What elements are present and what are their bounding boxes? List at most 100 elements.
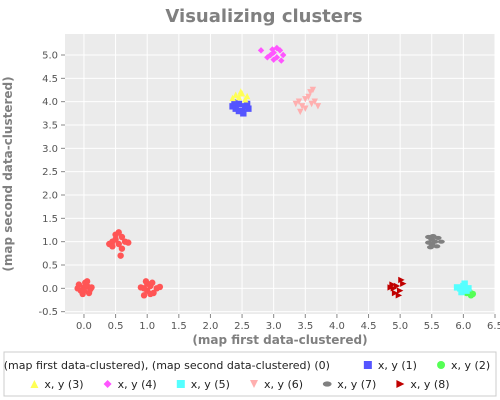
data-point-series-4: [279, 51, 287, 59]
x-tick-label: 0.5: [108, 321, 124, 332]
data-point-series-0: [117, 252, 124, 259]
y-tick-label: 3.5: [42, 121, 58, 132]
data-point-series-1: [243, 100, 251, 108]
legend-marker-5: [176, 380, 185, 388]
data-point-series-1: [231, 99, 238, 106]
data-point-series-6: [302, 96, 309, 103]
legend-label-6: x, y (6): [264, 378, 303, 391]
data-point-series-0: [140, 292, 148, 299]
data-point-series-7: [437, 239, 445, 244]
x-tick-label: 1.0: [139, 321, 155, 332]
legend-label-2: x, y (2): [451, 359, 490, 372]
legend: (map first data-clustered), (map second …: [4, 359, 490, 391]
data-point-series-7: [429, 233, 437, 239]
x-tick-label: 5.0: [392, 321, 408, 332]
y-tick-label: 4.0: [42, 97, 58, 108]
data-point-series-0: [83, 278, 91, 285]
data-point-series-5: [462, 286, 469, 293]
data-point-series-8: [389, 281, 396, 288]
legend-label-0: (map first data-clustered), (map second …: [4, 359, 330, 372]
data-point-series-0: [85, 289, 93, 297]
grid-lines: [65, 34, 496, 314]
data-point-series-4: [269, 46, 276, 53]
data-point-series-8: [398, 276, 405, 284]
data-point-series-7: [434, 235, 442, 241]
data-point-series-7: [425, 240, 433, 245]
x-tick-label: 3.5: [297, 321, 313, 332]
y-tick-label: -0.5: [38, 307, 58, 318]
data-point-series-8: [395, 292, 403, 299]
legend-marker-6: [250, 380, 258, 388]
data-point-series-6: [292, 100, 300, 108]
data-point-series-4: [264, 54, 271, 61]
data-point-series-8: [387, 284, 394, 291]
data-point-series-3: [242, 96, 249, 103]
data-point-series-1: [235, 100, 243, 108]
data-point-series-0: [88, 284, 95, 291]
data-point-series-4: [257, 47, 265, 54]
data-point-series-5: [453, 284, 461, 291]
legend-marker-8: [396, 380, 405, 388]
x-tick-label: 1.5: [171, 321, 187, 332]
data-point-series-0: [125, 239, 132, 246]
data-point-series-4: [270, 49, 277, 56]
data-point-series-0: [115, 229, 122, 236]
y-tick-label: 3.0: [42, 144, 58, 155]
data-point-series-4: [270, 56, 277, 63]
data-point-series-0: [147, 290, 154, 298]
legend-label-1: x, y (1): [378, 359, 417, 372]
data-point-series-3: [229, 94, 236, 102]
x-tick-label: 2.0: [202, 321, 218, 332]
legend-marker-1: [363, 361, 372, 369]
y-tick-label: 0.0: [42, 284, 58, 295]
axis-ticks: 0.0 0.5 1.0 1.5 2.0 2.5 3.0 3.5 4.0 4.5 5.0 5.5 6.0 6…: [38, 51, 500, 333]
data-point-series-1: [240, 110, 247, 117]
data-point-series-0: [109, 243, 116, 250]
data-point-series-1: [245, 105, 252, 112]
data-point-series-6: [311, 98, 318, 105]
data-point-series-6: [298, 103, 306, 110]
x-tick-label: 2.5: [234, 321, 250, 332]
data-point-series-0: [142, 278, 150, 285]
data-point-series-4: [278, 57, 285, 64]
chart-title: Visualizing clusters: [165, 6, 362, 27]
x-tick-label: 3.0: [266, 321, 282, 332]
data-point-series-6: [309, 86, 317, 94]
data-point-series-7: [426, 245, 435, 250]
plot-area: [65, 34, 495, 314]
data-point-series-3: [237, 88, 244, 95]
x-tick-label: 6.0: [455, 321, 471, 332]
x-tick-label: 4.0: [329, 321, 345, 332]
legend-label-7: x, y (7): [337, 378, 376, 391]
legend-marker-3: [30, 380, 39, 388]
data-point-series-7: [433, 244, 441, 249]
data-points: [74, 44, 477, 299]
data-point-series-0: [137, 284, 145, 291]
data-point-series-6: [305, 93, 312, 101]
legend-label-4: x, y (4): [118, 378, 157, 391]
x-tick-label: 4.5: [361, 321, 377, 332]
data-point-series-0: [80, 287, 88, 294]
data-point-series-5: [461, 280, 468, 287]
y-axis-label: (map second data-clustered): [1, 76, 15, 271]
legend-label-3: x, y (3): [44, 378, 83, 391]
data-point-series-0: [112, 236, 119, 243]
data-point-series-1: [235, 107, 243, 115]
data-point-series-6: [297, 108, 304, 116]
data-point-series-6: [314, 103, 322, 110]
data-point-series-0: [118, 245, 126, 252]
data-point-series-0: [115, 240, 122, 248]
y-tick-label: 4.5: [42, 74, 58, 85]
legend-box: [3, 351, 497, 397]
data-point-series-0: [74, 285, 81, 292]
y-tick-label: 2.0: [42, 191, 58, 202]
x-tick-label: 6.5: [487, 321, 500, 332]
data-point-series-0: [149, 279, 156, 286]
data-point-series-6: [308, 100, 315, 108]
data-point-series-6: [295, 98, 303, 105]
legend-label-8: x, y (8): [410, 378, 449, 391]
y-tick-label: 0.5: [42, 261, 58, 272]
y-tick-label: 1.0: [42, 237, 58, 248]
data-point-series-8: [393, 282, 401, 290]
